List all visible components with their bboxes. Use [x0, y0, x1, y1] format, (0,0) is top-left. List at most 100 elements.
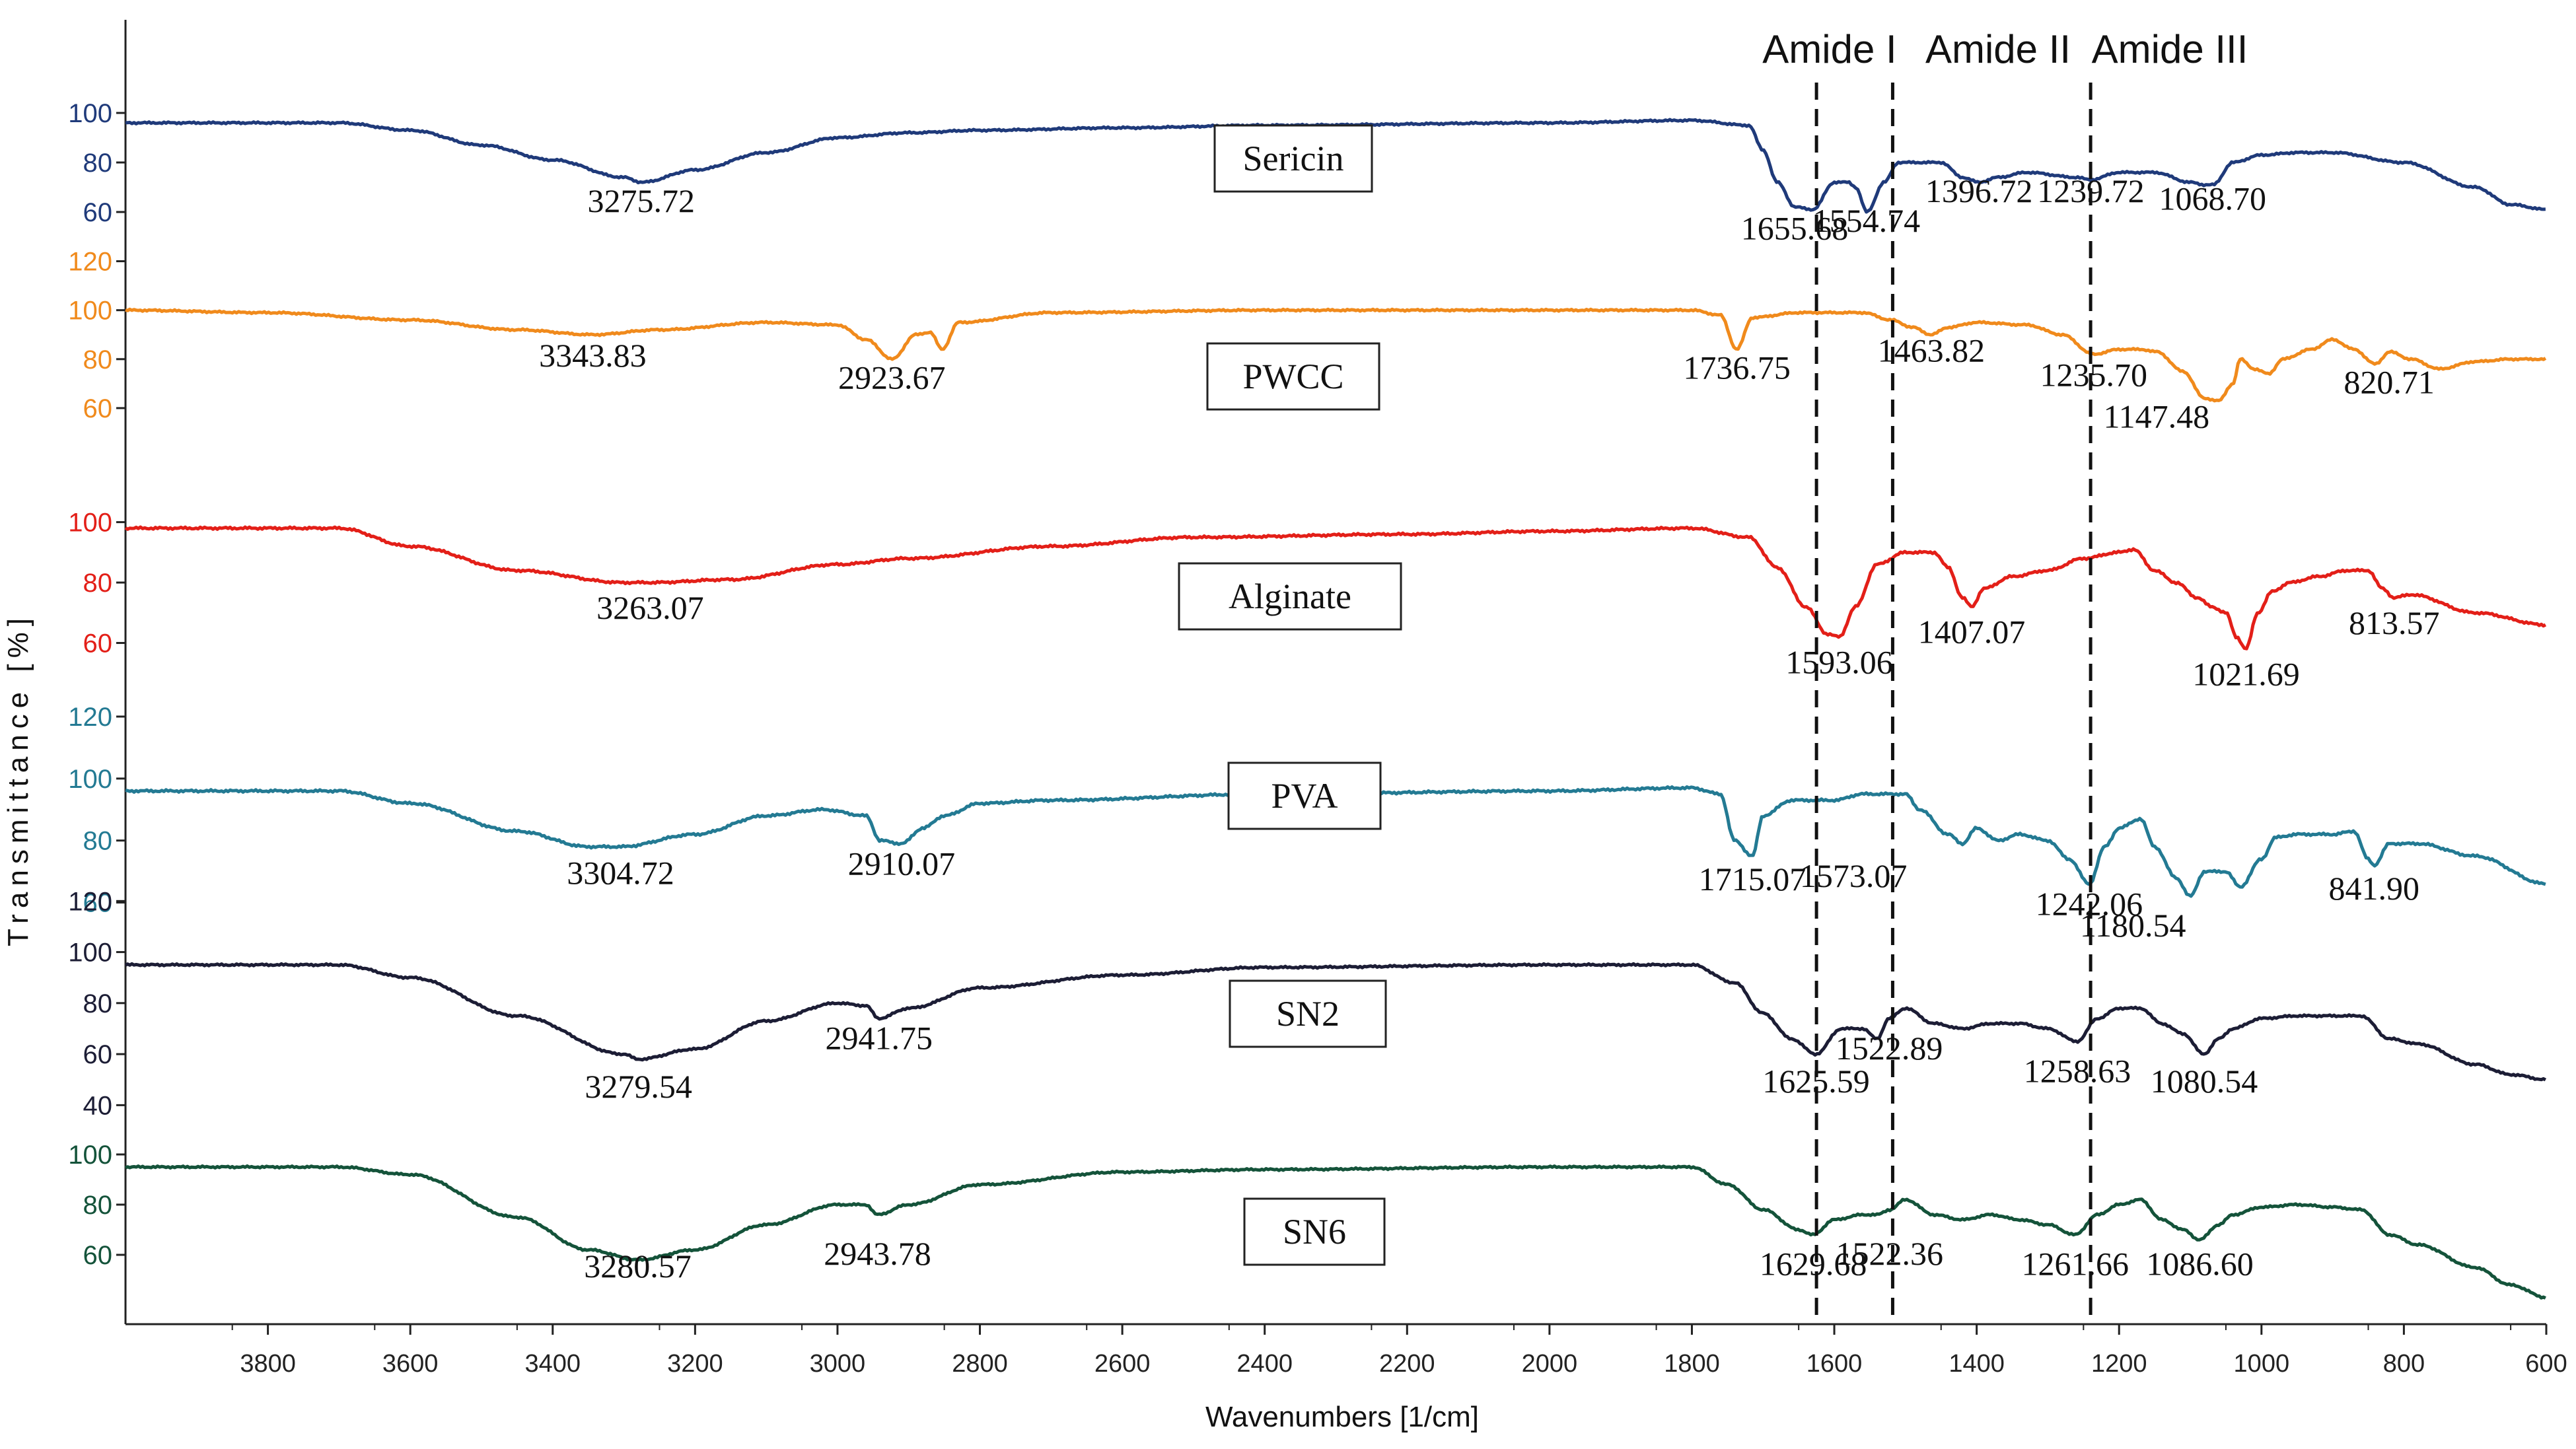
y-tick-label-sn6: 60: [83, 1241, 113, 1270]
peak-label: 1258.63: [2024, 1053, 2131, 1090]
x-tick-label: 800: [2383, 1350, 2425, 1378]
y-tick-label-sericin: 80: [83, 149, 113, 178]
peak-label: 1235.70: [2040, 357, 2148, 394]
series-name-label: SN2: [1276, 994, 1340, 1034]
peak-label: 2923.67: [838, 359, 946, 396]
series-name-label: Sericin: [1243, 139, 1344, 178]
peak-label: 1021.69: [2192, 656, 2300, 693]
y-tick-label-sn2: 80: [83, 989, 113, 1018]
y-tick-label-sericin: 60: [83, 198, 113, 227]
reference-label: Amide III: [2092, 27, 2248, 71]
y-tick-label-sn6: 80: [83, 1191, 113, 1220]
y-tick-label-pva: 60: [83, 889, 113, 918]
series-name-label: PVA: [1271, 776, 1338, 816]
peak-label: 841.90: [2328, 870, 2419, 907]
y-tick-label-sn6: 100: [68, 1141, 112, 1170]
peak-label: 1463.82: [1878, 332, 1986, 369]
peak-label: 1239.72: [2037, 172, 2145, 209]
peak-label: 1736.75: [1683, 349, 1791, 386]
series-layer: [124, 118, 2547, 1300]
peak-label: 3280.57: [584, 1248, 692, 1285]
peak-label: 1629.68: [1760, 1245, 1867, 1282]
series-line-sn6: [124, 1164, 2546, 1300]
peak-label: 1068.70: [2159, 180, 2267, 217]
peak-label: 1655.68: [1741, 209, 1849, 246]
series-line-sn2: [124, 962, 2547, 1082]
peak-label: 813.57: [2349, 604, 2440, 641]
series-name-box: [1243, 1197, 1386, 1266]
peak-label: 1573.07: [1800, 857, 1908, 894]
peak-label: 820.71: [2343, 364, 2435, 401]
y-tick-label-pwcc: 80: [83, 345, 113, 374]
x-tick-label: 2600: [1094, 1350, 1151, 1378]
series-name-box: [1213, 124, 1373, 193]
x-tick-label: 1200: [2091, 1350, 2147, 1378]
peak-label: 3275.72: [587, 182, 695, 219]
x-axis-title: Wavenumbers [1/cm]: [1205, 1401, 1479, 1433]
peak-label: 1522.89: [1836, 1030, 1943, 1067]
peak-label: 1593.06: [1785, 643, 1893, 680]
x-tick-label: 2400: [1236, 1350, 1293, 1378]
x-tick-label: 2000: [1522, 1350, 1578, 1378]
x-tick-label: 1600: [1807, 1350, 1863, 1378]
peak-label: 1407.07: [1918, 614, 2026, 651]
peak-label: 2943.78: [824, 1235, 931, 1272]
series-name-box: [1227, 761, 1382, 830]
x-tick-label: 3400: [524, 1350, 581, 1378]
peak-label: 1625.59: [1762, 1063, 1870, 1100]
series-name-box: [1206, 342, 1380, 411]
y-tick-label-sn2: 120: [68, 887, 112, 916]
y-tick-label-sn2: 60: [83, 1040, 113, 1069]
peak-label: 1080.54: [2151, 1063, 2258, 1100]
peak-label: 1261.66: [2022, 1245, 2129, 1282]
x-tick-label: 3800: [240, 1350, 296, 1378]
y-tick-label-pva: 120: [68, 703, 112, 732]
y-tick-label-sn2: 40: [83, 1091, 113, 1120]
x-tick-label: 1400: [1949, 1350, 2005, 1378]
peak-label: 1147.48: [2104, 398, 2210, 435]
x-tick-label: 1000: [2234, 1350, 2290, 1378]
x-tick-label: 3200: [667, 1350, 723, 1378]
series-name-label: PWCC: [1242, 357, 1343, 396]
y-tick-label-pwcc: 100: [68, 297, 112, 326]
peak-label: 1242.06: [2036, 885, 2143, 922]
peak-label: 3279.54: [585, 1068, 692, 1105]
y-tick-label-pva: 80: [83, 827, 113, 856]
series-line-alginate: [124, 525, 2547, 651]
y-tick-label-pwcc: 60: [83, 394, 113, 423]
series-name-label: SN6: [1283, 1212, 1346, 1252]
series-name-box: [1229, 979, 1387, 1048]
x-tick-label: 2800: [952, 1350, 1008, 1378]
peak-label: 1180.54: [2080, 907, 2186, 944]
peak-label: 3304.72: [567, 854, 674, 891]
x-tick-label: 1800: [1664, 1350, 1720, 1378]
x-tick-label: 3000: [810, 1350, 866, 1378]
peak-label: 1715.07: [1699, 861, 1807, 898]
y-tick-label-alginate: 80: [83, 569, 113, 598]
y-tick-label-alginate: 100: [68, 509, 112, 538]
reference-label: Amide I: [1762, 27, 1896, 71]
peak-label: 1086.60: [2146, 1245, 2254, 1282]
y-axis-title: Transmittance [%]: [2, 612, 34, 946]
peak-label: 3343.83: [539, 337, 647, 374]
reference-lines-layer: Amide I Amide II Amide III: [1762, 27, 2248, 1324]
peak-label: 1396.72: [1925, 172, 2033, 209]
y-tick-label-sericin: 100: [68, 99, 112, 128]
peak-label: 3263.07: [596, 589, 704, 626]
reference-label: Amide II: [1925, 27, 2071, 71]
x-tick-label: 3600: [382, 1350, 439, 1378]
y-tick-label-alginate: 60: [83, 629, 113, 658]
y-tick-label-pva: 100: [68, 765, 112, 794]
peak-label: 2941.75: [825, 1019, 933, 1056]
series-name-box: [1178, 562, 1402, 631]
series-name-label: Alginate: [1229, 577, 1351, 616]
y-tick-label-pwcc: 120: [68, 248, 112, 277]
x-tick-label: 600: [2525, 1350, 2567, 1378]
series-line-pwcc: [125, 307, 2547, 403]
peak-label: 2910.07: [848, 845, 956, 882]
y-tick-label-sn2: 100: [68, 938, 112, 968]
peak-label: 1522.36: [1836, 1235, 1944, 1272]
